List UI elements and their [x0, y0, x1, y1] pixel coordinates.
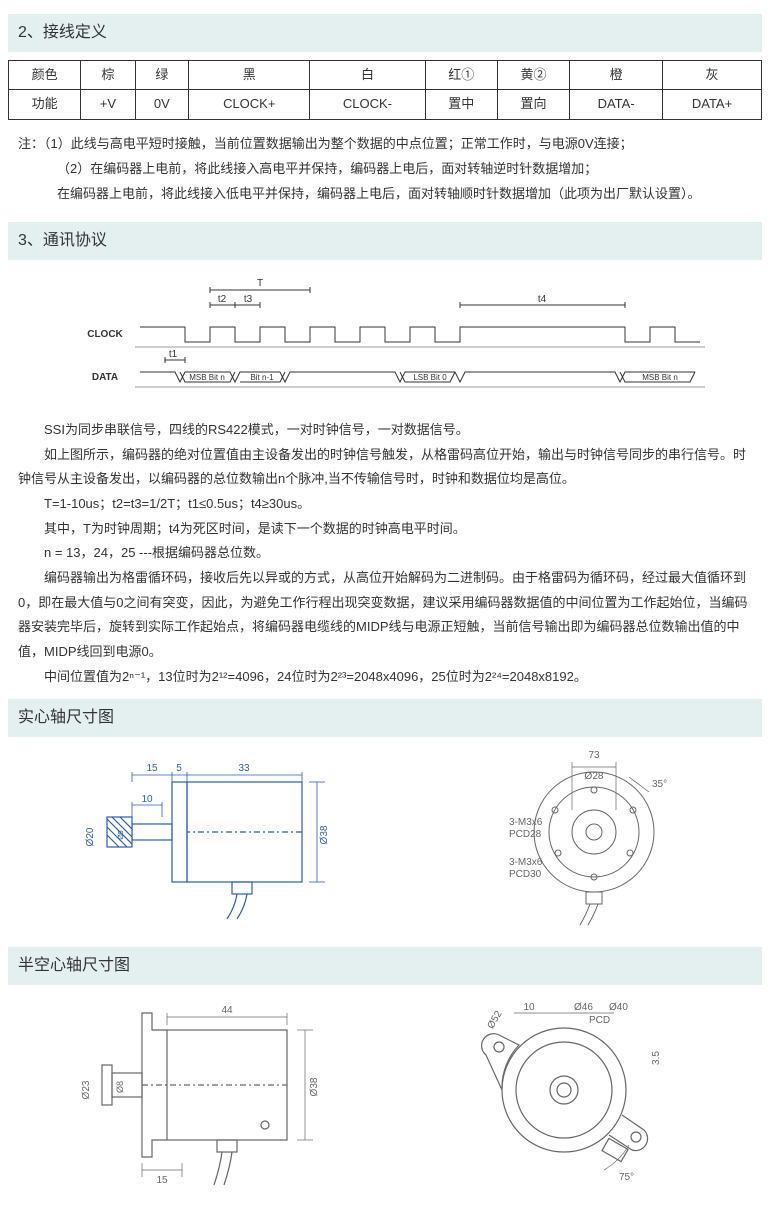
msb2-label: MSB Bit n — [642, 373, 678, 382]
dia-23: Ø23 — [81, 1080, 92, 1099]
t1-label: t1 — [169, 349, 178, 360]
val-orange: DATA- — [570, 90, 663, 120]
section5-header: 半空心轴尺寸图 — [8, 947, 762, 985]
row-label: 功能 — [9, 90, 81, 120]
dim-3-5: 3.5 — [651, 1050, 662, 1064]
data-label: DATA — [92, 372, 118, 383]
t2-label: t2 — [218, 294, 227, 305]
pcd: PCD — [589, 1015, 610, 1026]
table-value-row: 功能 +V 0V CLOCK+ CLOCK- 置中 置向 DATA- DATA+ — [9, 90, 762, 120]
m3-2: 3-M3x6 — [509, 857, 543, 868]
dia-73: 73 — [588, 750, 600, 761]
val-red: 置中 — [425, 90, 497, 120]
t4-label: t4 — [538, 294, 547, 305]
col-color: 颜色 — [9, 60, 81, 90]
table-header-row: 颜色 棕 绿 黑 白 红① 黄② 橙 灰 — [9, 60, 762, 90]
dia-8: Ø8 — [115, 1081, 125, 1093]
dia-20: Ø20 — [85, 827, 96, 846]
pcd28: PCD28 — [509, 829, 542, 840]
para-6: 编码器输出为格雷循环码，接收后先以异或的方式，从高位开始解码为二进制码。由于格雷… — [18, 566, 752, 665]
lsb-label: LSB Bit 0 — [413, 373, 447, 382]
timing-diagram: CLOCK DATA T t2 t3 t4 t1 MSB Bit n Bit n… — [65, 272, 705, 402]
col-red: 红① — [425, 60, 497, 90]
pcd30: PCD30 — [509, 869, 542, 880]
clock-label: CLOCK — [87, 329, 123, 340]
solid-shaft-side-view: 15 5 33 10 Ø20 Ø5 Ø38 — [77, 747, 337, 927]
note-1: 注：（1）此线与高电平短时接触，当前位置数据输出为整个数据的中点位置；正常工作时… — [18, 132, 752, 157]
dia-38: Ø38 — [319, 825, 330, 844]
dia-40: Ø40 — [609, 1002, 628, 1013]
dim-44: 44 — [221, 1005, 233, 1016]
m3-1: 3-M3x6 — [509, 817, 543, 828]
dim-33: 33 — [238, 763, 250, 774]
col-gray: 灰 — [663, 60, 762, 90]
val-brown: +V — [81, 90, 135, 120]
col-green: 绿 — [135, 60, 189, 90]
para-7: 中间位置值为2ⁿ⁻¹，13位时为2¹²=4096，24位时为2²³=2048x4… — [18, 665, 752, 690]
hollow-shaft-drawings: 44 15 Ø23 Ø8 Ø38 Ø52 10 Ø46 Ø — [8, 995, 762, 1195]
t3-label: t3 — [244, 294, 253, 305]
dia-46: Ø46 — [574, 1002, 593, 1013]
val-black: CLOCK+ — [189, 90, 310, 120]
hollow-shaft-side-view: 44 15 Ø23 Ø8 Ø38 — [67, 995, 327, 1195]
dia-28: Ø28 — [584, 771, 603, 782]
solid-shaft-front-view: 73 Ø28 35° 3-M3x6 PCD28 3-M3x6 PCD30 — [474, 747, 694, 927]
note-2: （2）在编码器上电前，将此线接入高电平并保持，编码器上电后，面对转轴逆时针数据增… — [18, 157, 752, 182]
T-label: T — [257, 278, 263, 289]
dim-10: 10 — [141, 794, 153, 805]
dim-15: 15 — [146, 763, 158, 774]
para-3: T=1-10us；t2=t3=1/2T；t1≤0.5us；t4≥30us。 — [18, 492, 752, 517]
val-white: CLOCK- — [310, 90, 425, 120]
section4-header: 实心轴尺寸图 — [8, 699, 762, 737]
section2-header: 2、接线定义 — [8, 14, 762, 52]
section3-header: 3、通讯协议 — [8, 222, 762, 260]
dim-5: 5 — [176, 763, 182, 774]
section3-paragraphs: SSI为同步串联信号，四线的RS422模式，一对时钟信号，一对数据信号。 如上图… — [8, 414, 762, 694]
para-5: n = 13，24，25 ---根据编码器总位数。 — [18, 541, 752, 566]
para-2: 如上图所示，编码器的绝对位置值由主设备发出的时钟信号触发，从格雷码高位开始，输出… — [18, 443, 752, 492]
dia-52: Ø52 — [485, 1008, 504, 1030]
solid-shaft-drawings: 15 5 33 10 Ø20 Ø5 Ø38 73 Ø28 — [8, 747, 762, 927]
col-brown: 棕 — [81, 60, 135, 90]
col-black: 黑 — [189, 60, 310, 90]
dia-5: Ø5 — [118, 830, 125, 839]
dim-10b: 10 — [523, 1002, 535, 1013]
wire-definition-table: 颜色 棕 绿 黑 白 红① 黄② 橙 灰 功能 +V 0V CLOCK+ CLO… — [8, 60, 762, 121]
val-yellow: 置向 — [497, 90, 569, 120]
bitn1-label: Bit n-1 — [250, 373, 274, 382]
col-yellow: 黄② — [497, 60, 569, 90]
para-4: 其中，T为时钟周期；t4为死区时间，是读下一个数据的时钟高电平时间。 — [18, 517, 752, 542]
dim-15b: 15 — [156, 1175, 168, 1186]
section2-notes: 注：（1）此线与高电平短时接触，当前位置数据输出为整个数据的中点位置；正常工作时… — [8, 128, 762, 216]
val-green: 0V — [135, 90, 189, 120]
col-white: 白 — [310, 60, 425, 90]
hollow-shaft-front-view: Ø52 10 Ø46 Ø40 PCD 3.5 75° — [444, 995, 704, 1195]
ang-75: 75° — [619, 1172, 634, 1183]
msb-label: MSB Bit n — [189, 373, 225, 382]
note-3: 在编码器上电前，将此线接入低电平并保持，编码器上电后，面对转轴顺时针数据增加（此… — [18, 182, 752, 207]
col-orange: 橙 — [570, 60, 663, 90]
dia-38b: Ø38 — [309, 1077, 320, 1096]
para-1: SSI为同步串联信号，四线的RS422模式，一对时钟信号，一对数据信号。 — [18, 418, 752, 443]
ang-35: 35° — [652, 779, 667, 790]
val-gray: DATA+ — [663, 90, 762, 120]
